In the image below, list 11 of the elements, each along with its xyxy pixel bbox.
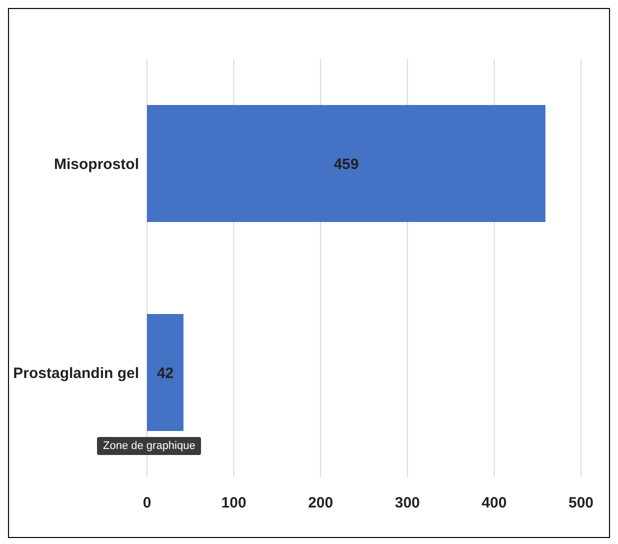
y-tick-label: Prostaglandin gel: [13, 364, 139, 382]
y-tick-label: Misoprostol: [54, 156, 139, 173]
data-label: 42: [156, 364, 174, 382]
x-tick-label: 400: [482, 494, 507, 512]
data-label: 459: [334, 156, 359, 173]
x-tick-label: 100: [221, 494, 246, 512]
x-tick-label: 300: [394, 494, 420, 512]
x-tick-label: 500: [568, 494, 594, 512]
annotation: Zone de graphique: [97, 437, 202, 455]
x-tick-label: 200: [308, 494, 334, 512]
x-tick-label: 0: [142, 494, 152, 512]
